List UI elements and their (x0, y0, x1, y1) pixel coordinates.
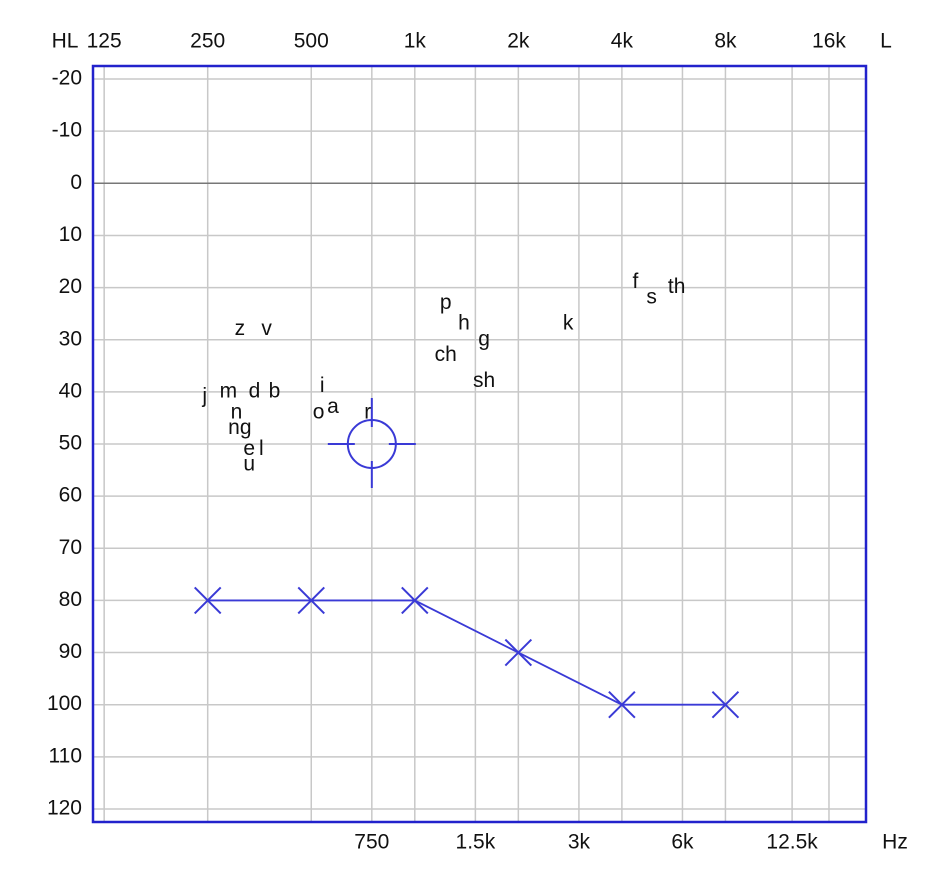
threshold-marker (401, 586, 429, 615)
speech-sound: z (235, 317, 246, 340)
speech-sound: n (231, 400, 243, 423)
y-tick-label: 70 (59, 536, 82, 559)
y-tick-label: 40 (59, 379, 82, 402)
speech-sound: ch (435, 343, 457, 366)
x-tick-label: 1.5k (456, 831, 496, 854)
y-tick-label: 50 (59, 432, 82, 455)
threshold-marker (504, 638, 533, 667)
speech-sound: a (327, 395, 339, 418)
y-tick-label: 80 (59, 588, 82, 611)
speech-sound: f (633, 270, 639, 293)
y-tick-label: 30 (59, 327, 82, 350)
x-tick-label: 4k (611, 30, 634, 53)
x-tick-label: 3k (568, 831, 591, 854)
x-axis-label: Hz (882, 831, 908, 854)
x-tick-label: 6k (671, 831, 694, 854)
y-tick-label: 10 (59, 223, 82, 246)
y-axis-label: HL (52, 30, 79, 53)
speech-sound: s (646, 286, 657, 309)
speech-sound: g (478, 327, 490, 350)
speech-sound: h (458, 312, 470, 335)
y-tick-label: 20 (59, 275, 82, 298)
y-tick-label: 100 (47, 692, 82, 715)
threshold-marker (193, 586, 222, 615)
x-tick-label: 16k (812, 30, 846, 53)
x-tick-label: 500 (294, 30, 329, 53)
speech-sound: r (364, 400, 371, 423)
speech-sound: d (249, 379, 261, 402)
threshold-marker (711, 690, 740, 719)
y-tick-label: -20 (52, 67, 82, 90)
threshold-marker (608, 690, 636, 719)
speech-sound: l (259, 437, 264, 460)
speech-sound: e (243, 437, 255, 460)
cursor-cross (327, 398, 416, 488)
speech-sound: v (261, 317, 272, 340)
speech-sound: th (668, 275, 686, 298)
speech-sound: i (320, 374, 325, 397)
speech-sound: m (220, 379, 238, 402)
speech-sound: o (313, 400, 325, 423)
threshold-marker (297, 586, 325, 615)
speech-sound: p (440, 291, 452, 314)
x-tick-label: 750 (354, 831, 389, 854)
x-tick-label: 2k (507, 30, 530, 53)
y-tick-label: 60 (59, 484, 82, 507)
x-tick-label: 12.5k (766, 831, 818, 854)
y-tick-label: -10 (52, 119, 82, 142)
x-tick-label: 250 (190, 30, 225, 53)
ear-label: L (880, 30, 892, 53)
speech-sound: u (243, 452, 255, 475)
threshold-line (207, 599, 726, 706)
cursor (327, 398, 416, 488)
speech-sound: b (269, 379, 281, 402)
x-tick-label: 1k (404, 30, 427, 53)
y-tick-label: 90 (59, 640, 82, 663)
y-tick-label: 0 (70, 171, 82, 194)
speech-sound: ng (228, 416, 251, 439)
y-tick-label: 120 (47, 797, 82, 820)
speech-sound: k (563, 312, 574, 335)
x-tick-label: 125 (87, 30, 122, 53)
y-tick-label: 110 (49, 744, 82, 767)
speech-sound: sh (473, 369, 495, 392)
x-tick-label: 8k (714, 30, 737, 53)
plot-border (91, 64, 868, 824)
speech-sound: j (201, 385, 207, 408)
